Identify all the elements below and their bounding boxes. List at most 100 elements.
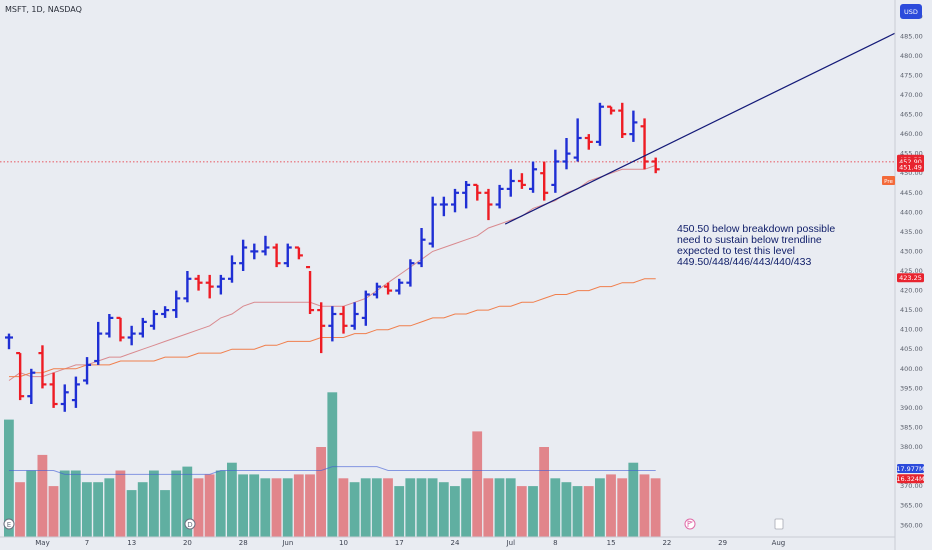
flag-icon[interactable] (684, 518, 696, 530)
ohlc-bar (462, 181, 471, 209)
ohlc-bar (651, 157, 660, 174)
ohlc-bar (595, 102, 604, 146)
time-tick-label: 10 (339, 539, 348, 547)
volume-bar (639, 474, 650, 537)
ohlc-bar (640, 118, 649, 170)
volume-bar (595, 478, 605, 537)
ohlc-bar (71, 376, 80, 408)
volume-bar (104, 478, 115, 537)
earnings-icon[interactable]: E (3, 518, 15, 530)
price-tick-label: 485.00 (900, 32, 923, 40)
ohlc-bar (138, 317, 147, 338)
price-tick-label: 480.00 (900, 52, 923, 60)
volume-bar (650, 478, 661, 537)
ohlc-bar (484, 188, 493, 221)
ohlc-bar (5, 333, 13, 350)
volume-bar (48, 486, 59, 537)
volume-bar (37, 454, 48, 537)
price-badge: 17.977M (896, 464, 925, 473)
volume-bar (260, 478, 271, 537)
trendline[interactable] (504, 32, 896, 225)
volume-bar (26, 470, 37, 537)
volume-ma-line (9, 466, 656, 475)
price-tick-label: 450.00 (900, 169, 923, 177)
price-tick-label: 475.00 (900, 71, 923, 79)
ohlc-bar (172, 290, 181, 318)
price-tick-label: 385.00 (900, 424, 923, 432)
currency-button[interactable]: USD (900, 4, 922, 19)
ohlc-bar (83, 357, 92, 385)
ohlc-bar (250, 243, 259, 260)
volume-bar (271, 478, 282, 537)
price-badge-text: 17.977M (896, 465, 924, 473)
price-tick-label: 435.00 (900, 228, 923, 236)
ohlc-bar (161, 306, 170, 318)
ohlc-bar (216, 274, 225, 295)
volume-bar (606, 474, 616, 537)
ohlc-bar (573, 118, 582, 162)
ohlc-bar (372, 282, 381, 299)
price-tick-label: 380.00 (900, 443, 923, 451)
volume-bar (461, 478, 471, 537)
dividend-icon[interactable]: D (184, 518, 196, 530)
time-tick-label: Aug (772, 539, 786, 547)
volume-bar (193, 478, 204, 537)
time-axis[interactable]: May 7 13 20 28 Jun 10 17 24 Jul 8 15 22 29 Aug (35, 539, 785, 547)
price-tick-label: 470.00 (900, 91, 923, 99)
volume-bar (238, 474, 248, 537)
price-tick-label: 405.00 (900, 345, 923, 353)
ohlc-bar (339, 306, 348, 334)
price-badge-text: 423.25 (899, 274, 922, 282)
ohlc-bar (205, 274, 214, 299)
currency-label: USD (904, 8, 918, 16)
ohlc-bar (294, 246, 303, 260)
ohlc-bar (473, 183, 482, 201)
volume-bar (516, 486, 527, 537)
price-tick-label: 425.00 (900, 267, 923, 275)
price-badge-text: 452.90 (899, 158, 922, 166)
svg-text:D: D (187, 521, 192, 529)
ohlc-bar (94, 321, 103, 365)
volume-bar (383, 478, 393, 537)
price-tick-label: 455.00 (900, 150, 923, 158)
price-axis[interactable]: 490.00485.00480.00475.00470.00465.00460.… (900, 13, 923, 530)
ohlc-bar (384, 282, 393, 295)
annotation-line-4: 449.50/448/446/443/440/433 (677, 256, 811, 268)
time-tick-label: Jul (506, 539, 516, 547)
volume-bar (171, 470, 182, 537)
price-tick-label: 465.00 (900, 111, 923, 119)
volume-bar (126, 490, 137, 537)
ohlc-bar (551, 149, 560, 193)
time-tick-label: 24 (451, 539, 460, 547)
trendline-segment[interactable] (504, 32, 896, 225)
volume-bar (249, 474, 260, 537)
volume-bar (93, 482, 103, 537)
volume-bar (227, 462, 237, 537)
volume-bar (82, 482, 92, 537)
ohlc-bar (239, 239, 248, 271)
volume-bar (572, 486, 583, 537)
volume-bar (349, 482, 360, 537)
price-tick-label: 370.00 (900, 482, 923, 490)
volume-bar (483, 478, 494, 537)
price-tick-label: 440.00 (900, 208, 923, 216)
ohlc-bar (584, 134, 593, 150)
ohlc-bar (618, 102, 627, 138)
price-tick-label: 415.00 (900, 306, 923, 314)
time-tick-label: 29 (718, 539, 727, 547)
volume-bar (215, 470, 226, 537)
volume-bar (494, 478, 505, 537)
ohlc-bar (127, 325, 136, 346)
volume-bar (416, 478, 427, 537)
volume-bar (182, 466, 193, 537)
ohlc-bar (228, 255, 236, 283)
price-tick-label: 445.00 (900, 189, 923, 197)
ohlc-bars (5, 102, 660, 412)
volume-bar (450, 486, 460, 537)
earnings-upcoming-icon[interactable] (774, 518, 784, 530)
volume-bar (360, 478, 371, 537)
ohlc-bar (439, 196, 448, 217)
